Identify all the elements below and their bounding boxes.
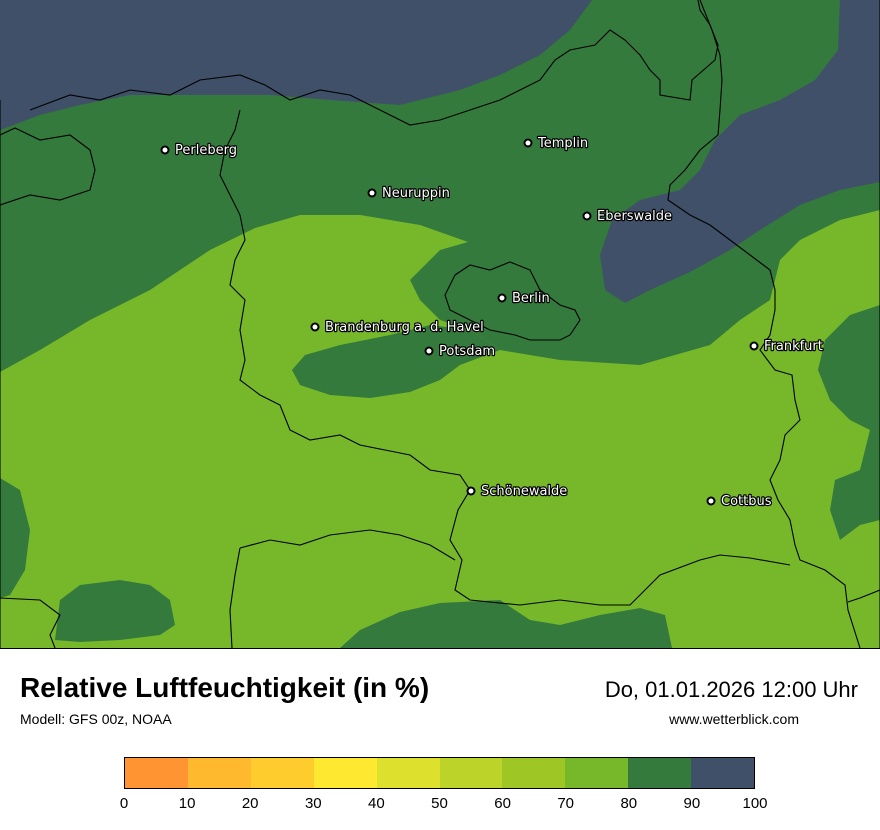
- city-dot: [310, 322, 320, 332]
- legend-swatch: [187, 758, 251, 788]
- band-90-100-north: [0, 0, 592, 130]
- legend-tick-label: 40: [368, 795, 385, 812]
- legend-tick-label: 80: [620, 795, 638, 812]
- legend-swatch: [691, 758, 755, 788]
- border-lines: [0, 0, 880, 649]
- city-dot: [497, 293, 507, 303]
- city-marker: Berlin: [497, 290, 551, 307]
- city-marker: Templin: [523, 135, 589, 152]
- legend-swatch: [502, 758, 566, 788]
- legend-swatch: [376, 758, 440, 788]
- city-marker: Brandenburg a. d. Havel: [310, 319, 485, 336]
- legend-tick-label: 0: [119, 795, 129, 812]
- city-marker: Potsdam: [424, 343, 496, 360]
- forecast-datetime: Do, 01.01.2026 12:00 Uhr: [604, 677, 858, 702]
- city-label: Frankfurt: [764, 339, 823, 354]
- city-marker: Neuruppin: [367, 185, 451, 202]
- city-dot: [582, 211, 592, 221]
- model-info: Modell: GFS 00z, NOAA: [20, 711, 172, 727]
- band-90-100-ne: [600, 0, 880, 303]
- band-80-90-south: [55, 580, 175, 642]
- city-marker: Cottbus: [706, 493, 773, 510]
- city-dot: [466, 486, 476, 496]
- legend-swatch: [250, 758, 314, 788]
- city-label: Eberswalde: [597, 209, 672, 224]
- legend-tick-label: 60: [494, 795, 511, 812]
- city-dot: [749, 341, 759, 351]
- city-dot: [523, 138, 533, 148]
- city-dot: [706, 496, 716, 506]
- city-dot: [424, 346, 434, 356]
- legend-swatch: [125, 758, 188, 788]
- website-link[interactable]: www.wetterblick.com: [669, 711, 799, 727]
- legend-tick-label: 70: [557, 795, 575, 812]
- city-dot: [367, 188, 377, 198]
- city-marker: Schönewalde: [466, 483, 568, 500]
- color-legend: [124, 757, 755, 789]
- legend-swatch: [628, 758, 692, 788]
- legend-tick-label: 50: [431, 795, 448, 812]
- legend-swatch: [439, 758, 503, 788]
- city-marker: Eberswalde: [582, 208, 673, 225]
- band-80-90-sw: [0, 478, 30, 598]
- city-label: Potsdam: [439, 344, 495, 359]
- band-80-90-south2: [340, 600, 672, 648]
- city-label: Neuruppin: [382, 186, 450, 201]
- legend-tick-label: 90: [683, 795, 701, 812]
- humidity-map: Perleberg Templin Neuruppin Eberswalde Berli…: [0, 0, 880, 649]
- city-label: Berlin: [512, 291, 550, 306]
- band-80-90-east: [818, 305, 880, 540]
- legend-tick-label: 100: [742, 795, 768, 812]
- legend-tick-label: 10: [178, 795, 196, 812]
- city-dot: [160, 145, 170, 155]
- city-marker: Perleberg: [160, 142, 238, 159]
- legend-swatch: [313, 758, 377, 788]
- band-80-90-potsdam: [292, 325, 500, 398]
- legend-swatch: [565, 758, 629, 788]
- city-label: Cottbus: [721, 494, 772, 509]
- city-label: Perleberg: [175, 143, 237, 158]
- legend-tick-label: 20: [241, 795, 259, 812]
- map-title: Relative Luftfeuchtigkeit (in %): [20, 672, 430, 703]
- city-label: Brandenburg a. d. Havel: [325, 320, 484, 335]
- city-label: Schönewalde: [481, 484, 567, 499]
- city-label: Templin: [537, 136, 588, 151]
- city-marker: Frankfurt: [749, 338, 824, 355]
- legend-tick-label: 30: [304, 795, 322, 812]
